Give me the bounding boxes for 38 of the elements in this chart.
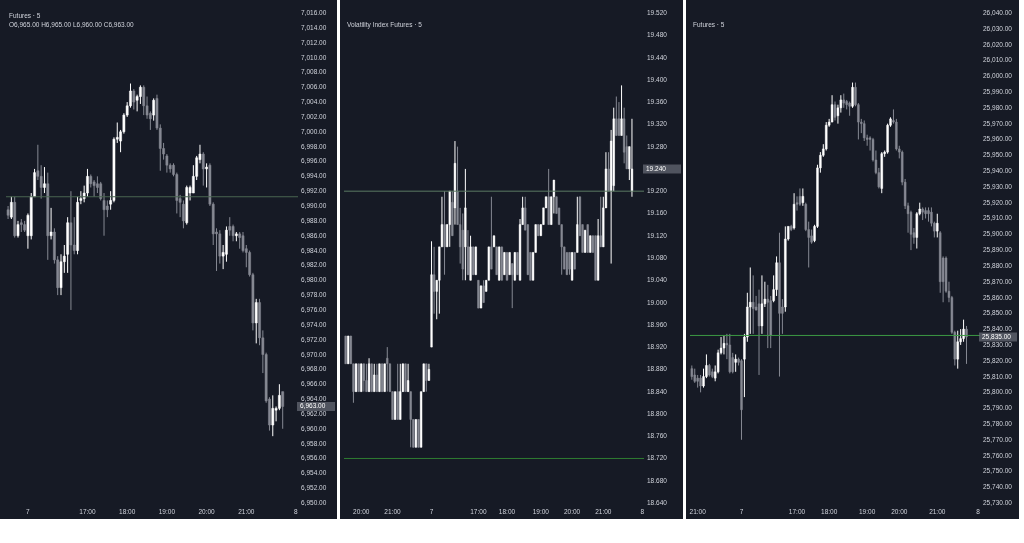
candlestick [851, 82, 854, 109]
candlestick [49, 207, 53, 240]
candlestick [132, 88, 136, 111]
candlestick [254, 298, 258, 344]
candlestick [766, 284, 769, 349]
candlestick [798, 187, 802, 207]
candlestick [142, 84, 146, 116]
candlestick [443, 190, 446, 276]
candlestick [830, 94, 834, 123]
candlestick [43, 166, 46, 194]
candlestick [228, 216, 232, 237]
candlestick [584, 229, 587, 253]
candlestick [10, 196, 13, 220]
candlestick [568, 251, 571, 276]
candlestick [833, 101, 837, 121]
candlestick [86, 168, 89, 198]
candlestick [508, 251, 511, 276]
candlestick [6, 205, 10, 220]
candlestick [863, 119, 866, 142]
candlestick [271, 394, 275, 437]
candlestick [205, 162, 208, 188]
candlestick [615, 96, 618, 136]
candlestick [281, 391, 285, 430]
candlestick [503, 251, 506, 276]
candlestick [182, 199, 185, 229]
candlestick [965, 325, 968, 365]
candlestick [607, 151, 610, 192]
candlestick [722, 334, 726, 355]
candlestick [760, 274, 764, 335]
candlestick [630, 118, 634, 198]
candlestick [936, 213, 939, 238]
candlestick [516, 251, 519, 276]
candlestick [152, 97, 155, 122]
candlestick [365, 363, 368, 393]
candlestick [757, 289, 761, 376]
candlestick [201, 151, 205, 187]
candlestick [511, 263, 514, 309]
candlestick [962, 319, 965, 343]
